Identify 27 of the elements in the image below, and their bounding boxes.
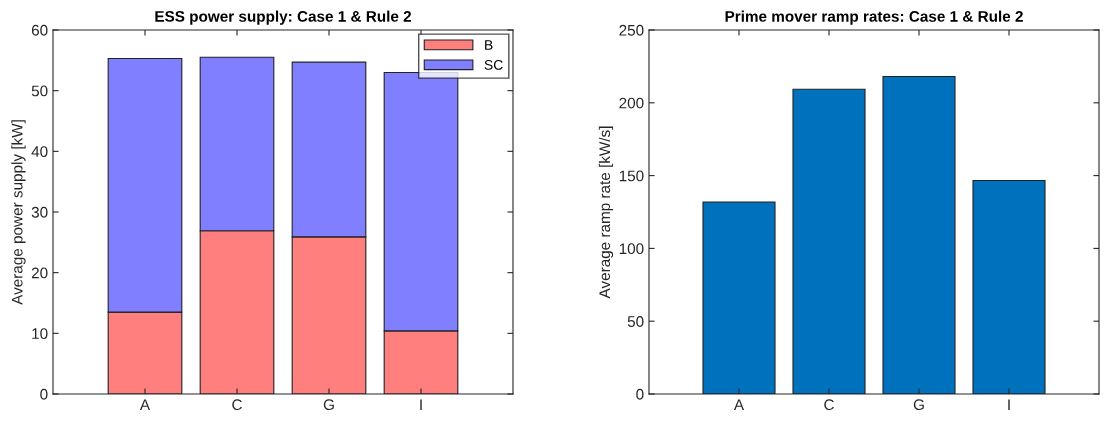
x-tick-label: A <box>733 399 745 410</box>
y-axis-title: Average ramp rate [kW/s] <box>598 126 614 299</box>
legend-label: B <box>485 40 493 50</box>
y-tick-label: 20 <box>31 267 48 279</box>
y-tick-label: 250 <box>619 24 644 36</box>
y-tick-label: 0 <box>40 388 48 400</box>
x-tick-label: C <box>232 399 242 411</box>
x-tick-label: G <box>913 399 924 411</box>
x-tick-label: I <box>1008 399 1010 410</box>
chart-title: Prime mover ramp rates: Case 1 & Rule 2 <box>725 10 1023 25</box>
chart-title: ESS power supply: Case 1 & Rule 2 <box>155 10 412 25</box>
x-tick-label: I <box>420 399 422 410</box>
y-tick-label: 50 <box>31 85 48 97</box>
x-tick-label: A <box>139 399 151 410</box>
y-tick-label: 200 <box>619 97 644 109</box>
y-tick-label: 10 <box>32 328 48 340</box>
y-tick-label: 40 <box>31 146 48 158</box>
legend-label: SC <box>484 59 503 70</box>
y-tick-label: 100 <box>619 243 644 255</box>
x-tick-label: C <box>824 399 834 411</box>
y-tick-label: 0 <box>636 388 644 400</box>
y-tick-label: 30 <box>31 206 48 218</box>
y-tick-label: 50 <box>627 316 644 327</box>
y-tick-label: 150 <box>619 170 644 182</box>
y-axis-title: Average power supply [kW] <box>11 120 26 305</box>
x-tick-label: G <box>323 399 334 411</box>
y-tick-label: 60 <box>31 24 48 36</box>
